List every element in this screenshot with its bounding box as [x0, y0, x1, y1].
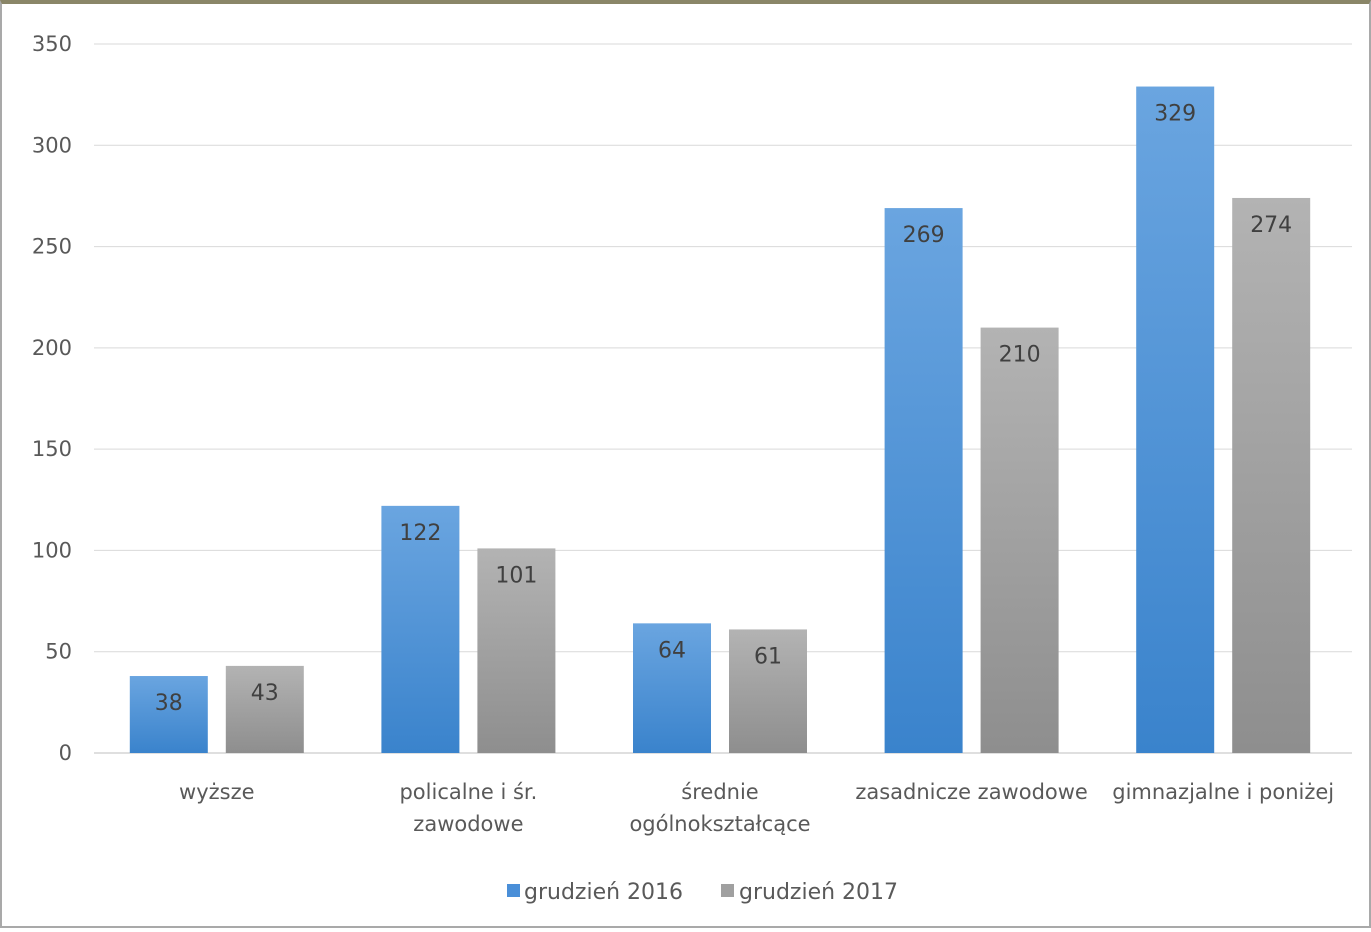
x-category-label: średnie [681, 780, 758, 804]
x-category-label: zawodowe [413, 812, 523, 836]
y-tick-label: 300 [32, 133, 72, 157]
data-label-2017: 210 [999, 343, 1041, 368]
bar-2017 [980, 327, 1059, 753]
legend-swatch [507, 884, 520, 897]
data-label-2016: 122 [399, 521, 441, 546]
data-label-2016: 329 [1154, 102, 1196, 127]
bar-2016 [633, 623, 711, 753]
data-label-2016: 269 [903, 223, 945, 248]
legend-label: grudzień 2016 [524, 880, 683, 905]
data-label-2016: 38 [155, 691, 183, 716]
bar-2016 [1136, 86, 1215, 754]
data-label-2017: 61 [754, 644, 782, 669]
bar-2017 [729, 629, 807, 753]
y-tick-label: 200 [32, 336, 72, 360]
legend-swatch [721, 884, 734, 897]
y-tick-label: 250 [32, 235, 72, 259]
legend-label: grudzień 2017 [739, 880, 898, 905]
x-category-label: policalne i śr. [399, 780, 537, 804]
data-label-2016: 64 [658, 638, 686, 663]
data-label-2017: 101 [495, 563, 537, 588]
bar-2017 [225, 665, 304, 753]
bar-2017 [1232, 197, 1311, 753]
x-category-label: ogólnokształcące [629, 812, 810, 836]
x-category-label: zasadnicze zawodowe [855, 780, 1088, 804]
y-tick-label: 0 [59, 741, 72, 765]
x-category-label: wyższe [179, 780, 255, 804]
bar-2016 [884, 208, 963, 753]
x-category-label: gimnazjalne i poniżej [1112, 780, 1334, 804]
data-label-2017: 274 [1250, 213, 1292, 238]
data-label-2017: 43 [251, 681, 279, 706]
y-tick-label: 150 [32, 437, 72, 461]
bar-2017 [477, 548, 556, 753]
y-tick-label: 100 [32, 538, 72, 562]
y-tick-label: 350 [32, 32, 72, 56]
y-tick-label: 50 [45, 640, 72, 664]
bar-chart: 0 50 100 150 200 250 300 350 38 43 wyższe 122 101 pol… [32, 32, 1352, 905]
bar-2016 [129, 676, 208, 753]
bar-2016 [381, 505, 460, 753]
